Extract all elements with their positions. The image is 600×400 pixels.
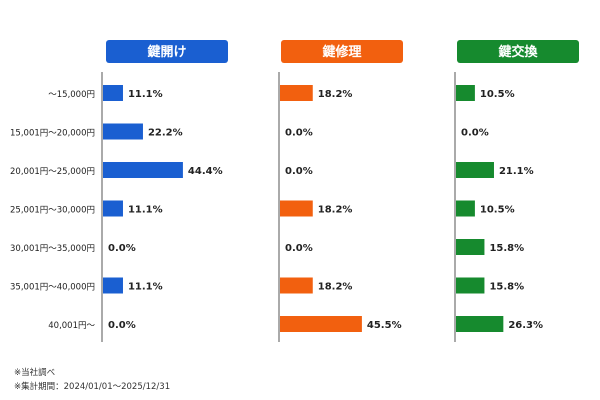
data-label: 11.1% [128,282,163,293]
bar [103,85,123,101]
notes: ※当社調べ ※集計期間：2024/01/01～2025/12/31 [14,366,170,394]
category-label: 20,001円～25,000円 [10,167,95,177]
bar [280,200,313,217]
category-label: ～15,000円 [48,90,95,100]
data-label: 0.0% [285,166,313,177]
survey-note: ※当社調べ [14,368,56,378]
data-label: 18.2% [318,205,353,216]
bar [103,162,183,178]
bar [103,200,123,217]
bar [456,316,504,332]
data-label: 45.5% [367,320,402,331]
data-label: 18.2% [318,89,353,100]
data-label: 0.0% [108,320,136,331]
series-header-box [457,40,579,63]
data-label: 0.0% [461,128,489,139]
bar [456,85,475,101]
category-label: 40,001円～ [48,321,95,331]
data-label: 0.0% [285,128,313,139]
data-label: 10.5% [480,89,515,100]
data-label: 22.2% [148,128,183,139]
data-label: 10.5% [480,205,515,216]
bar [456,239,485,255]
data-label: 26.3% [508,320,543,331]
data-label: 15.8% [489,282,524,293]
bar [103,123,143,140]
series-header-box [281,40,403,63]
data-label: 11.1% [128,205,163,216]
data-label: 0.0% [108,243,136,254]
bar [456,162,494,178]
series-header-label: 鍵交換 [498,44,538,60]
period-note: ※集計期間：2024/01/01～2025/12/31 [14,382,171,392]
bar [280,85,313,101]
bar [456,200,475,217]
category-label: 35,001円～40,000円 [10,283,95,293]
series-header-label: 鍵修理 [322,44,361,60]
data-label: 11.1% [128,89,163,100]
data-label: 15.8% [489,243,524,254]
series-header-box [106,40,228,63]
category-label: 25,001円～30,000円 [10,206,95,216]
bar [280,316,362,332]
data-label: 18.2% [318,282,353,293]
category-label: 15,001円～20,000円 [10,129,95,139]
series-header-label: 鍵開け [147,44,186,60]
data-label: 21.1% [499,166,534,177]
data-label: 0.0% [285,243,313,254]
bar [280,277,313,294]
data-label: 44.4% [188,166,223,177]
bar [456,277,485,294]
bar [103,277,123,294]
category-label: 30,001円～35,000円 [10,244,95,254]
